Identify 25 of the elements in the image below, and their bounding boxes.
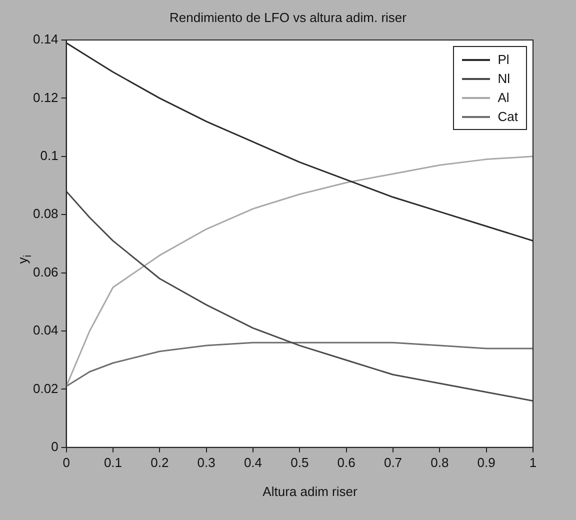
x-axis-title: Altura adim riser xyxy=(262,484,358,499)
y-tick-label: 0.14 xyxy=(32,32,58,47)
y-tick-label: 0.08 xyxy=(32,206,58,222)
y-tick-label: 0.12 xyxy=(32,90,58,105)
y-tick-label: 0.04 xyxy=(32,322,58,338)
x-tick-label: 0.1 xyxy=(104,454,122,470)
y-tick-label: 0 xyxy=(51,438,58,454)
x-tick-label: 0.2 xyxy=(150,454,169,470)
y-tick-label: 0.06 xyxy=(32,264,58,280)
x-tick-label: 0.4 xyxy=(244,454,262,470)
x-tick-label: 0.3 xyxy=(197,454,216,470)
x-tick-label: 0.8 xyxy=(430,454,449,470)
x-tick-label: 0 xyxy=(62,454,70,470)
x-tick-label: 0.5 xyxy=(290,454,309,470)
x-tick-label: 0.9 xyxy=(477,454,496,470)
x-tick-label: 0.7 xyxy=(384,454,402,470)
legend-label: Pl xyxy=(498,52,510,67)
legend-label: Nl xyxy=(498,71,510,86)
x-tick-label: 0.6 xyxy=(337,454,356,470)
y-tick-label: 0.02 xyxy=(32,380,58,396)
legend-label: Cat xyxy=(498,109,518,124)
legend-label: Al xyxy=(498,90,510,105)
x-tick-label: 1 xyxy=(529,454,537,470)
y-tick-label: 0.1 xyxy=(40,148,58,163)
chart-title: Rendimiento de LFO vs altura adim. riser xyxy=(168,10,408,25)
